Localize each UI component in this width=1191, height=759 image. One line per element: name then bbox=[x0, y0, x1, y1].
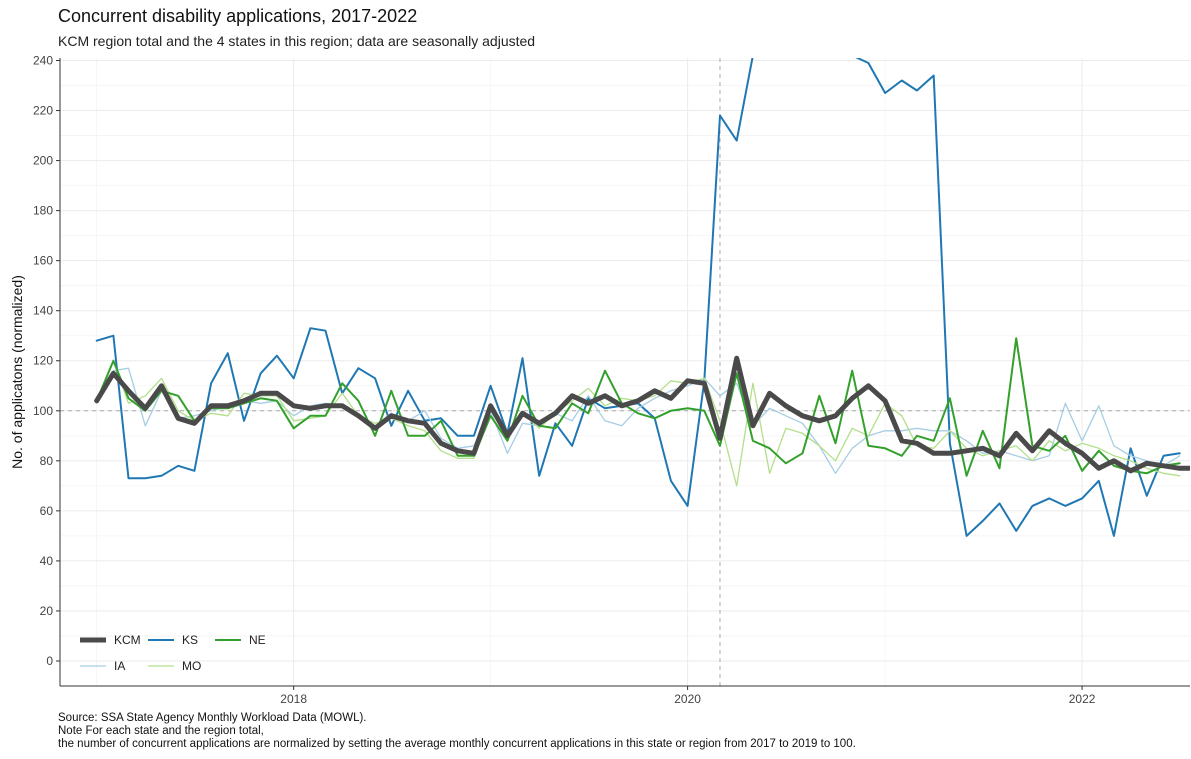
y-tick-label: 60 bbox=[40, 504, 54, 518]
series-line-ne bbox=[95, 337, 1181, 477]
chart-title: Concurrent disability applications, 2017… bbox=[58, 6, 418, 26]
caption: Source: SSA State Agency Monthly Workloa… bbox=[58, 712, 856, 751]
y-tick-label: 220 bbox=[33, 104, 53, 118]
y-tick-label: 40 bbox=[40, 554, 54, 568]
caption-source: Source: SSA State Agency Monthly Workloa… bbox=[58, 712, 367, 724]
caption-note-detail: the number of concurrent applications ar… bbox=[58, 738, 856, 750]
y-tick-label: 0 bbox=[46, 654, 53, 668]
series-lines bbox=[94, 58, 1190, 537]
y-tick-label: 160 bbox=[33, 254, 53, 268]
legend: KCM KS NE IA MO bbox=[80, 633, 266, 673]
y-tick-label: 120 bbox=[33, 354, 53, 368]
x-tick-label: 2018 bbox=[280, 692, 307, 706]
reference-lines bbox=[60, 58, 1190, 686]
y-tick-label: 80 bbox=[40, 454, 54, 468]
y-tick-label: 100 bbox=[33, 404, 53, 418]
caption-note: Note For each state and the region total… bbox=[58, 725, 264, 737]
axes: 0 20 40 60 80 100 120 140 160 180 200 220 240 2018 202… bbox=[33, 54, 1190, 706]
legend-label: KCM bbox=[114, 633, 141, 647]
y-tick-label: 240 bbox=[33, 54, 53, 68]
x-tick-label: 2022 bbox=[1069, 692, 1096, 706]
y-axis-label: No. of applicatons (normalized) bbox=[9, 275, 25, 469]
legend-label: KS bbox=[182, 633, 198, 647]
series-line-kcm bbox=[94, 355, 1190, 474]
y-tick-label: 200 bbox=[33, 154, 53, 168]
legend-label: NE bbox=[249, 633, 266, 647]
legend-label: IA bbox=[114, 659, 125, 673]
legend-item-kcm: KCM bbox=[80, 633, 141, 647]
series-line-ia bbox=[96, 367, 1181, 474]
legend-item-ne: NE bbox=[215, 633, 266, 647]
x-tick-label: 2020 bbox=[674, 692, 701, 706]
legend-item-mo: MO bbox=[148, 659, 201, 673]
grid bbox=[60, 58, 1190, 686]
legend-label: MO bbox=[182, 659, 201, 673]
y-tick-label: 140 bbox=[33, 304, 53, 318]
legend-item-ks: KS bbox=[148, 633, 198, 647]
y-tick-label: 180 bbox=[33, 204, 53, 218]
legend-item-ia: IA bbox=[80, 659, 125, 673]
chart-subtitle: KCM region total and the 4 states in thi… bbox=[58, 33, 536, 49]
y-tick-label: 20 bbox=[40, 604, 54, 618]
